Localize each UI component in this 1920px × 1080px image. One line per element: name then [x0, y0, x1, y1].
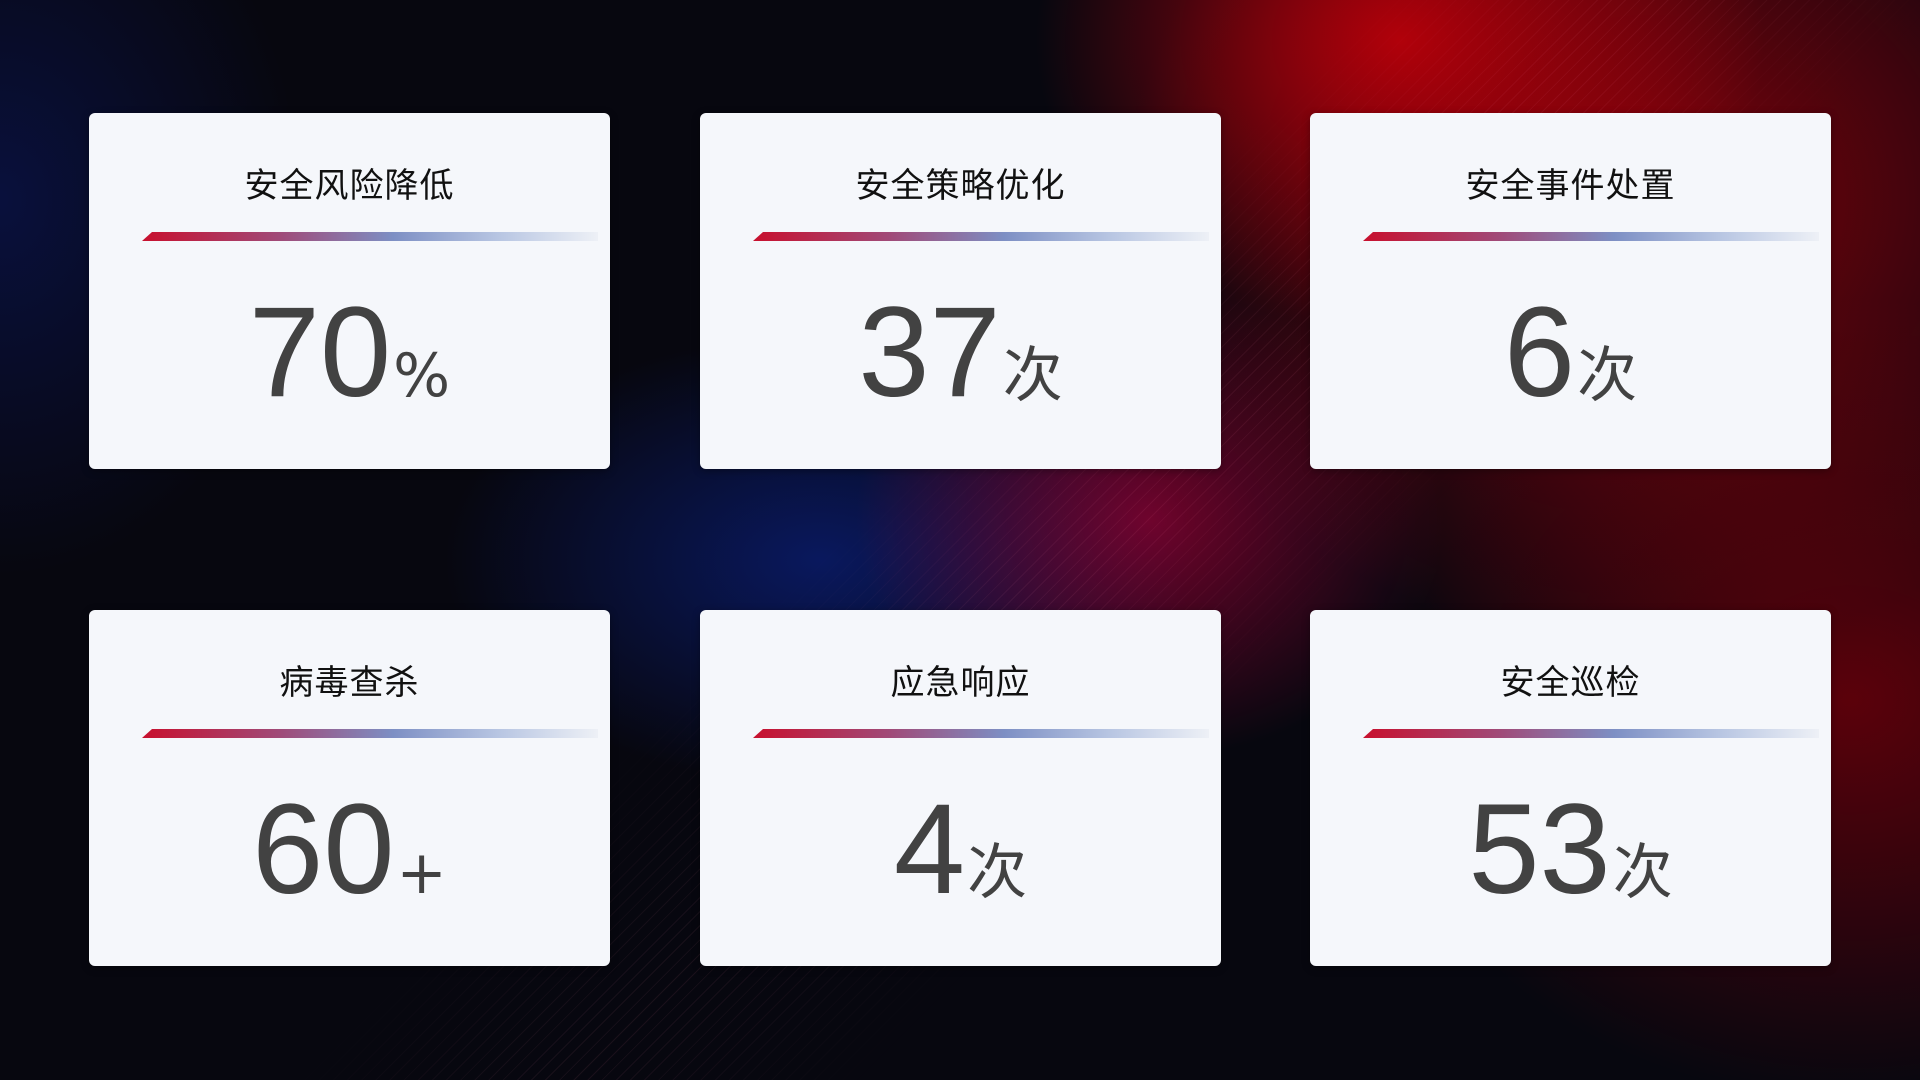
card-title: 病毒查杀 — [279, 663, 420, 703]
card-title: 安全策略优化 — [855, 166, 1066, 206]
card-value: 37次 — [700, 283, 1221, 423]
card-title: 应急响应 — [890, 663, 1031, 703]
value-unit: % — [393, 341, 451, 411]
value-number: 6 — [1503, 281, 1576, 424]
stat-card-emergency-response: 应急响应 4次 — [700, 610, 1221, 966]
value-number: 60 — [252, 778, 395, 921]
stat-card-incident-handling: 安全事件处置 6次 — [1310, 113, 1831, 469]
card-title: 安全事件处置 — [1465, 166, 1676, 206]
card-title: 安全巡检 — [1500, 663, 1641, 703]
gradient-divider — [1363, 232, 1819, 241]
gradient-divider — [753, 232, 1209, 241]
stat-card-virus-removal: 病毒查杀 60+ — [89, 610, 610, 966]
value-number: 37 — [858, 281, 1001, 424]
value-unit: 次 — [1612, 838, 1673, 908]
card-value: 6次 — [1310, 283, 1831, 423]
value-unit: + — [396, 838, 447, 908]
stat-card-risk-reduction: 安全风险降低 70% — [89, 113, 610, 469]
gradient-divider — [753, 729, 1209, 738]
card-value: 70% — [89, 283, 610, 423]
gradient-divider — [1363, 729, 1819, 738]
value-number: 53 — [1468, 778, 1611, 921]
stat-card-security-inspection: 安全巡检 53次 — [1310, 610, 1831, 966]
value-number: 70 — [248, 281, 392, 424]
card-value: 4次 — [700, 780, 1221, 920]
value-unit: 次 — [967, 838, 1028, 908]
value-unit: 次 — [1577, 341, 1638, 411]
gradient-divider — [142, 232, 598, 241]
value-number: 4 — [893, 778, 966, 921]
card-title: 安全风险降低 — [244, 166, 455, 206]
value-unit: 次 — [1002, 341, 1063, 411]
gradient-divider — [142, 729, 598, 738]
stat-card-policy-optimization: 安全策略优化 37次 — [700, 113, 1221, 469]
card-value: 53次 — [1310, 780, 1831, 920]
card-value: 60+ — [89, 780, 610, 920]
